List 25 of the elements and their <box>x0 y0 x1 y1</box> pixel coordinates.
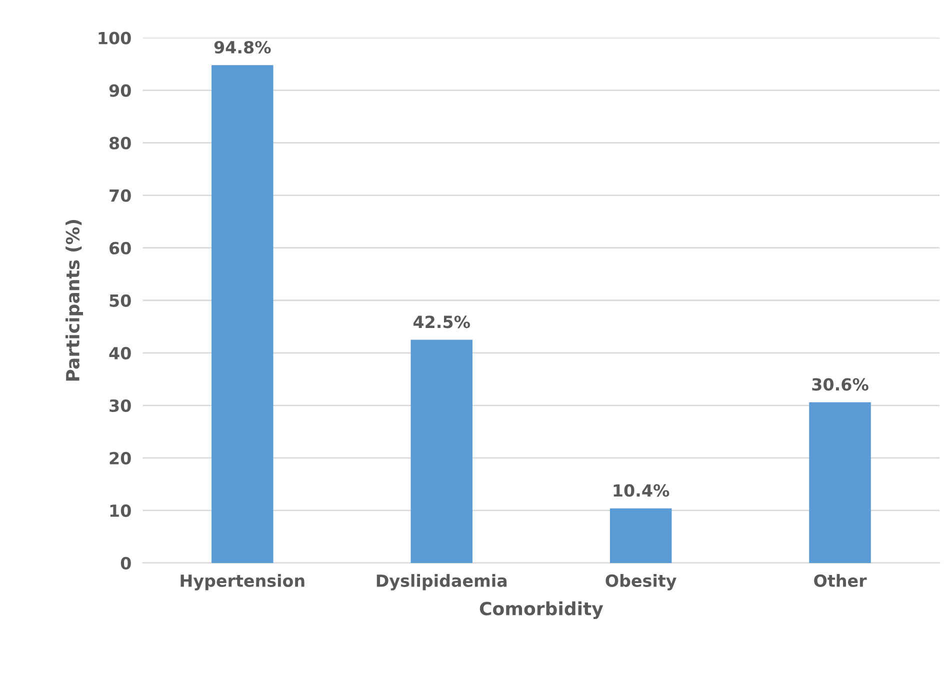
x-tick-label: Obesity <box>606 574 676 590</box>
bar <box>410 340 472 563</box>
data-label: 42.5% <box>413 316 470 328</box>
y-tick-label: 80 <box>110 136 131 150</box>
y-tick-label: 50 <box>110 294 131 307</box>
y-tick-label: 30 <box>110 399 131 412</box>
bar <box>212 65 274 563</box>
y-tick-label: 100 <box>98 32 131 44</box>
y-tick-label: 90 <box>109 84 131 97</box>
x-tick-label: Other <box>814 574 867 587</box>
y-tick-label: 70 <box>110 189 131 202</box>
x-tick-label: Hypertension <box>180 574 304 590</box>
y-tick-label: 60 <box>110 242 131 254</box>
data-label: 94.8% <box>214 40 271 54</box>
bar <box>610 508 672 563</box>
y-tick-label: 40 <box>109 346 131 360</box>
x-axis-title: Comorbidity <box>480 601 604 620</box>
data-label: 30.6% <box>812 378 868 391</box>
bar <box>809 402 871 563</box>
data-label: 10.4% <box>614 484 670 497</box>
y-tick-label: 10 <box>110 504 131 518</box>
y-tick-label: 0 <box>120 556 131 570</box>
y-axis-title: Participants (%) <box>66 220 84 381</box>
y-tick-label: 20 <box>110 452 131 464</box>
x-tick-label: Dyslipidaemia <box>376 574 507 590</box>
